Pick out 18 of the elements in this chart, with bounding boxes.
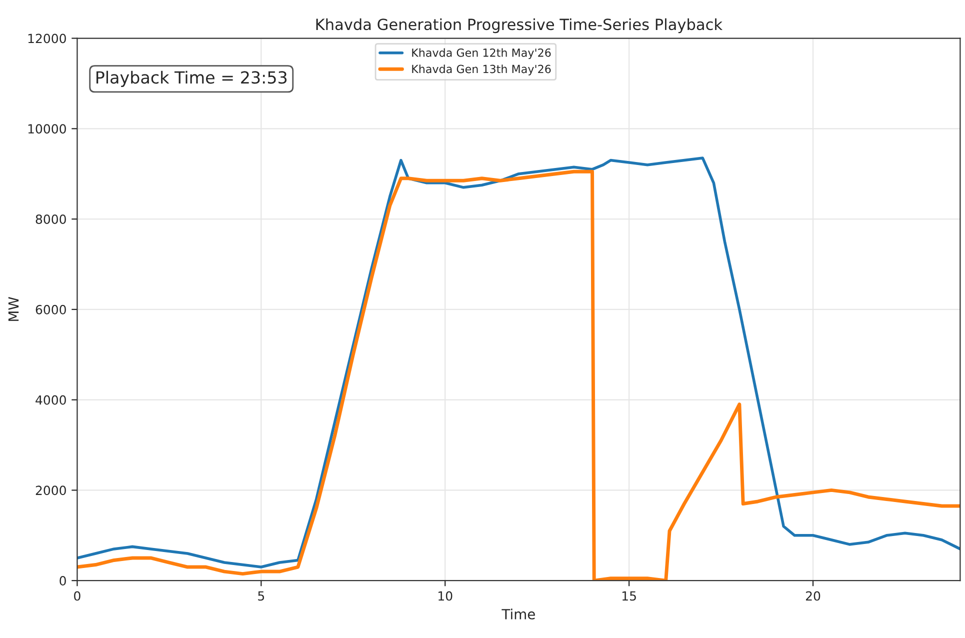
- x-tick-label: 0: [74, 591, 80, 601]
- y-tick-label: 8000: [36, 214, 66, 224]
- x-axis-title: Time: [502, 608, 535, 620]
- y-tick-label: 4000: [36, 395, 66, 405]
- x-tick-label: 15: [622, 591, 636, 601]
- chart-title: Khavda Generation Progressive Time-Series Playback: [316, 18, 723, 34]
- legend-label: Khavda Gen 12th May'26: [412, 48, 551, 60]
- y-tick-label: 0: [60, 576, 66, 586]
- x-tick-label: 10: [438, 591, 452, 601]
- y-tick-label: 2000: [36, 486, 66, 496]
- x-tick-label: 20: [806, 591, 820, 601]
- legend-label: Khavda Gen 13th May'26: [412, 64, 551, 76]
- y-tick-label: 6000: [36, 304, 66, 314]
- x-tick-label: 5: [258, 591, 264, 601]
- y-tick-label: 10000: [28, 124, 66, 134]
- y-tick-label: 12000: [28, 34, 66, 44]
- y-axis-title: MW: [8, 297, 19, 321]
- annotation: Playback Time = 23:53: [96, 70, 287, 87]
